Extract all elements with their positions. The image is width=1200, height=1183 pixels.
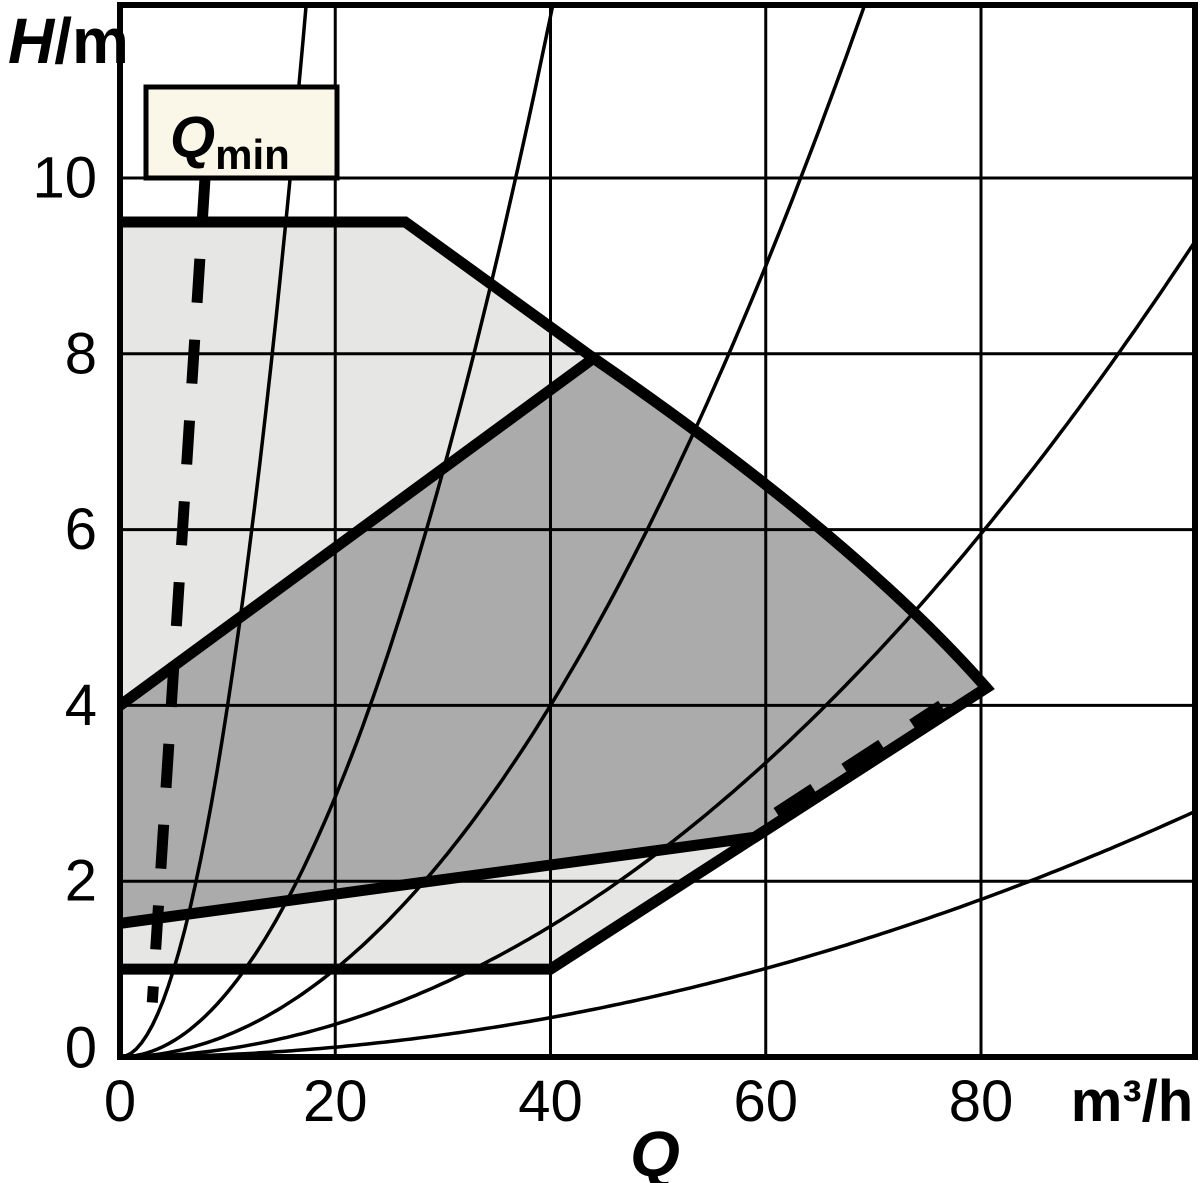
system-curve [120,5,867,1057]
qmin-label-symbol: Q [170,105,215,170]
system-curve [120,5,555,1057]
plot-border [117,2,1198,1060]
y-tick-label: 10 [32,146,97,211]
x-axis-label: Q [630,1118,680,1183]
y-axis-label-symbol: H [8,5,56,77]
y-axis-label: H/m [8,5,129,77]
y-tick-label: 6 [65,497,97,562]
system-curve [120,809,1195,1057]
qmin-label: Qmin [170,105,290,178]
x-tick-label: 0 [104,1069,136,1134]
gridlines [120,5,1195,1057]
y-tick-label: 8 [65,321,97,386]
system-curve [120,5,308,1057]
system-curves [120,5,1195,1057]
qmin-limit-left [146,177,211,1003]
y-tick-label: 4 [65,673,97,738]
y-tick-label: 2 [65,849,97,914]
y-axis-label-unit: /m [54,5,129,77]
control-range-boundary [120,351,995,929]
x-tick-label: 20 [303,1069,368,1134]
x-tick-label: 40 [518,1069,583,1134]
y-tick-label: 0 [65,1016,97,1081]
qmin-annotation: Qmin [143,84,340,181]
qmin-limit-right [773,700,945,818]
x-tick-label: 80 [949,1069,1014,1134]
x-axis-unit: m³/h [1071,1069,1193,1134]
x-tick-label: 60 [733,1069,798,1134]
qmin-label-box [143,84,340,181]
qmin-dashed-lines [146,177,945,1003]
qmin-label-subscript: min [215,131,290,178]
tick-labels: 0 20 40 60 80 0 2 4 6 8 10 [32,146,1013,1135]
region-boundaries [120,216,995,975]
